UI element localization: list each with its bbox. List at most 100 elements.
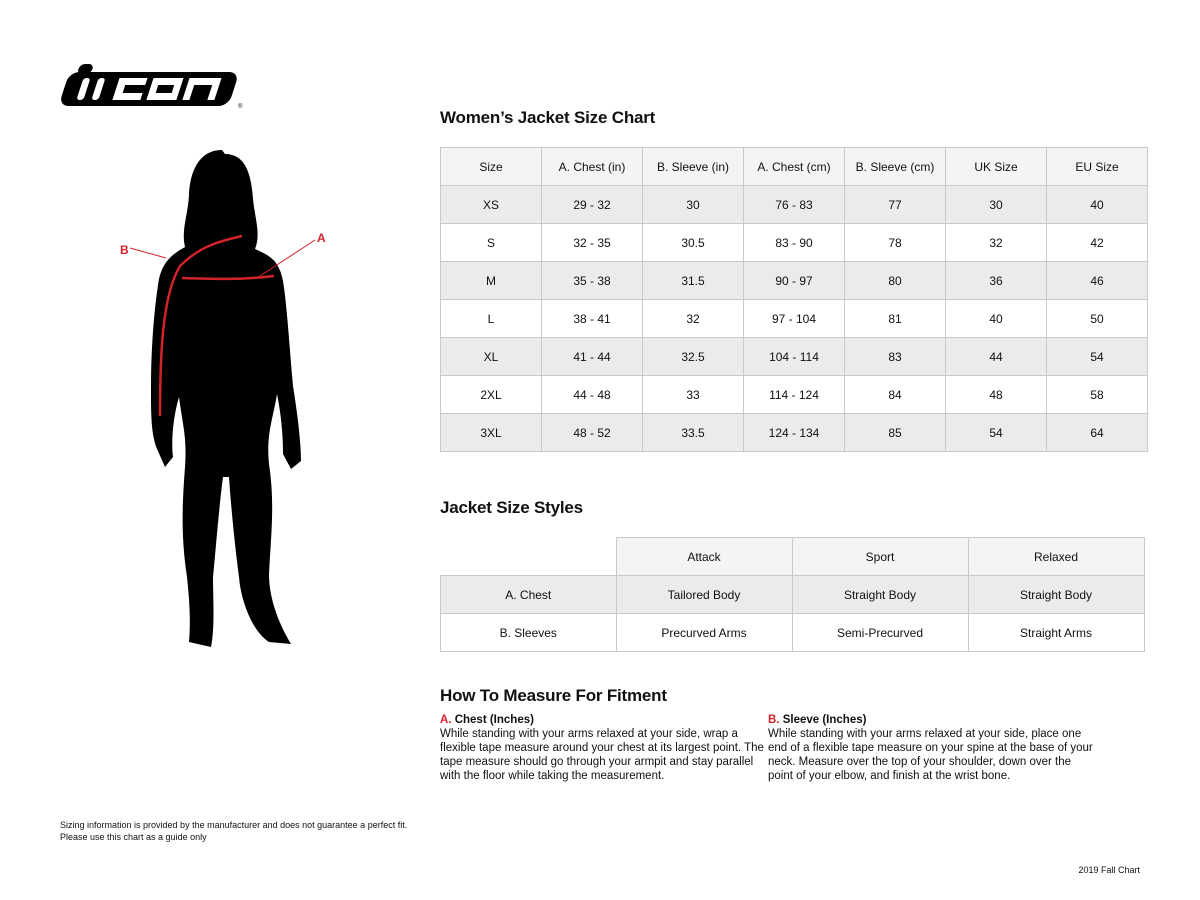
sleeve-text: While standing with your arms relaxed at… [768, 728, 1093, 782]
table-cell: Semi-Precurved [791, 613, 969, 652]
label-b: B [120, 243, 129, 257]
table-cell: 114 - 124 [743, 375, 845, 414]
measure-title: How To Measure For Fitment [440, 686, 667, 705]
table-cell: 97 - 104 [743, 299, 845, 338]
table-cell: S [440, 223, 542, 262]
table-cell: Tailored Body [615, 575, 793, 614]
table-cell: 90 - 97 [743, 261, 845, 300]
table-cell: 80 [844, 261, 946, 300]
chart-edition: 2019 Fall Chart [1078, 865, 1140, 875]
svg-text:®: ® [238, 103, 243, 110]
table-cell: 44 [945, 337, 1047, 376]
disclaimer-line-1: Sizing information is provided by the ma… [60, 820, 408, 830]
column-header: A. Chest (cm) [743, 147, 845, 186]
table-cell: 76 - 83 [743, 185, 845, 224]
table-cell: 54 [1046, 337, 1148, 376]
size-chart-table: Size A. Chest (in) B. Sleeve (in) A. Chest … [440, 147, 1148, 452]
table-row: 2XL 44 - 48 33 114 - 124 84 48 58 [440, 375, 1148, 414]
row-header: A. Chest [440, 575, 617, 614]
chest-text: While standing with your arms relaxed at… [440, 728, 764, 782]
table-cell: Straight Arms [967, 613, 1145, 652]
woman-silhouette-illustration: B A [120, 150, 326, 647]
table-cell: Precurved Arms [615, 613, 793, 652]
sleeve-prefix: B. [768, 714, 780, 726]
table-cell: 31.5 [642, 261, 744, 300]
table-cell: 38 - 41 [541, 299, 643, 338]
table-cell: 42 [1046, 223, 1148, 262]
table-row: XL 41 - 44 32.5 104 - 114 83 44 54 [440, 337, 1148, 376]
column-header: Size [440, 147, 542, 186]
table-cell: 30 [642, 185, 744, 224]
label-a: A [317, 231, 326, 245]
icon-logo: ® [61, 64, 243, 110]
column-header: Attack [615, 537, 793, 576]
table-header-row: Size A. Chest (in) B. Sleeve (in) A. Chest … [440, 147, 1148, 186]
table-cell: 33.5 [642, 413, 744, 452]
table-cell: 35 - 38 [541, 261, 643, 300]
table-cell: 32 [642, 299, 744, 338]
table-cell: 46 [1046, 261, 1148, 300]
chest-prefix: A. [440, 714, 452, 726]
table-cell: 58 [1046, 375, 1148, 414]
sleeve-instructions: B. Sleeve (Inches) While standing with y… [768, 713, 1098, 783]
table-cell: 54 [945, 413, 1047, 452]
size-chart-title: Women’s Jacket Size Chart [440, 108, 656, 127]
table-cell: 33 [642, 375, 744, 414]
disclaimer: Sizing information is provided by the ma… [60, 819, 407, 843]
table-cell: 83 [844, 337, 946, 376]
table-cell: 104 - 114 [743, 337, 845, 376]
table-cell: XL [440, 337, 542, 376]
disclaimer-line-2: Please use this chart as a guide only [60, 832, 207, 842]
table-cell: 32 - 35 [541, 223, 643, 262]
column-header: EU Size [1046, 147, 1148, 186]
table-cell: 32.5 [642, 337, 744, 376]
table-cell: 81 [844, 299, 946, 338]
column-header: Relaxed [967, 537, 1145, 576]
table-cell: 40 [945, 299, 1047, 338]
styles-table: Attack Sport Relaxed A. Chest Tailored Body S… [440, 537, 1145, 652]
table-cell: 41 - 44 [541, 337, 643, 376]
chest-label: Chest (Inches) [454, 714, 534, 726]
table-cell: 124 - 134 [743, 413, 845, 452]
row-header: B. Sleeves [440, 613, 617, 652]
column-header: UK Size [945, 147, 1047, 186]
table-cell: L [440, 299, 542, 338]
column-header: B. Sleeve (in) [642, 147, 744, 186]
table-cell: 84 [844, 375, 946, 414]
table-cell: 78 [844, 223, 946, 262]
table-cell: 30.5 [642, 223, 744, 262]
table-cell: 2XL [440, 375, 542, 414]
empty-corner-cell [440, 537, 617, 576]
table-cell: 48 [945, 375, 1047, 414]
table-row: B. Sleeves Precurved Arms Semi-Precurved St… [440, 613, 1145, 652]
table-cell: 50 [1046, 299, 1148, 338]
table-cell: 32 [945, 223, 1047, 262]
table-cell: Straight Body [967, 575, 1145, 614]
column-header: A. Chest (in) [541, 147, 643, 186]
table-cell: 48 - 52 [541, 413, 643, 452]
column-header: B. Sleeve (cm) [844, 147, 946, 186]
table-cell: M [440, 261, 542, 300]
silhouette [151, 150, 301, 647]
column-header: Sport [791, 537, 969, 576]
table-row: 3XL 48 - 52 33.5 124 - 134 85 54 64 [440, 413, 1148, 452]
table-cell: 64 [1046, 413, 1148, 452]
table-cell: XS [440, 185, 542, 224]
table-row: L 38 - 41 32 97 - 104 81 40 50 [440, 299, 1148, 338]
table-cell: 29 - 32 [541, 185, 643, 224]
table-row: XS 29 - 32 30 76 - 83 77 30 40 [440, 185, 1148, 224]
table-cell: 40 [1046, 185, 1148, 224]
table-cell: Straight Body [791, 575, 969, 614]
table-row: M 35 - 38 31.5 90 - 97 80 36 46 [440, 261, 1148, 300]
table-row: S 32 - 35 30.5 83 - 90 78 32 42 [440, 223, 1148, 262]
table-cell: 36 [945, 261, 1047, 300]
styles-title: Jacket Size Styles [440, 498, 583, 517]
table-cell: 83 - 90 [743, 223, 845, 262]
table-row: A. Chest Tailored Body Straight Body Straig… [440, 575, 1145, 614]
table-cell: 3XL [440, 413, 542, 452]
table-header-row: Attack Sport Relaxed [440, 537, 1145, 576]
chest-instructions: A. Chest (Inches) While standing with yo… [440, 713, 770, 783]
sleeve-label: Sleeve (Inches) [782, 714, 867, 726]
table-cell: 85 [844, 413, 946, 452]
table-cell: 77 [844, 185, 946, 224]
